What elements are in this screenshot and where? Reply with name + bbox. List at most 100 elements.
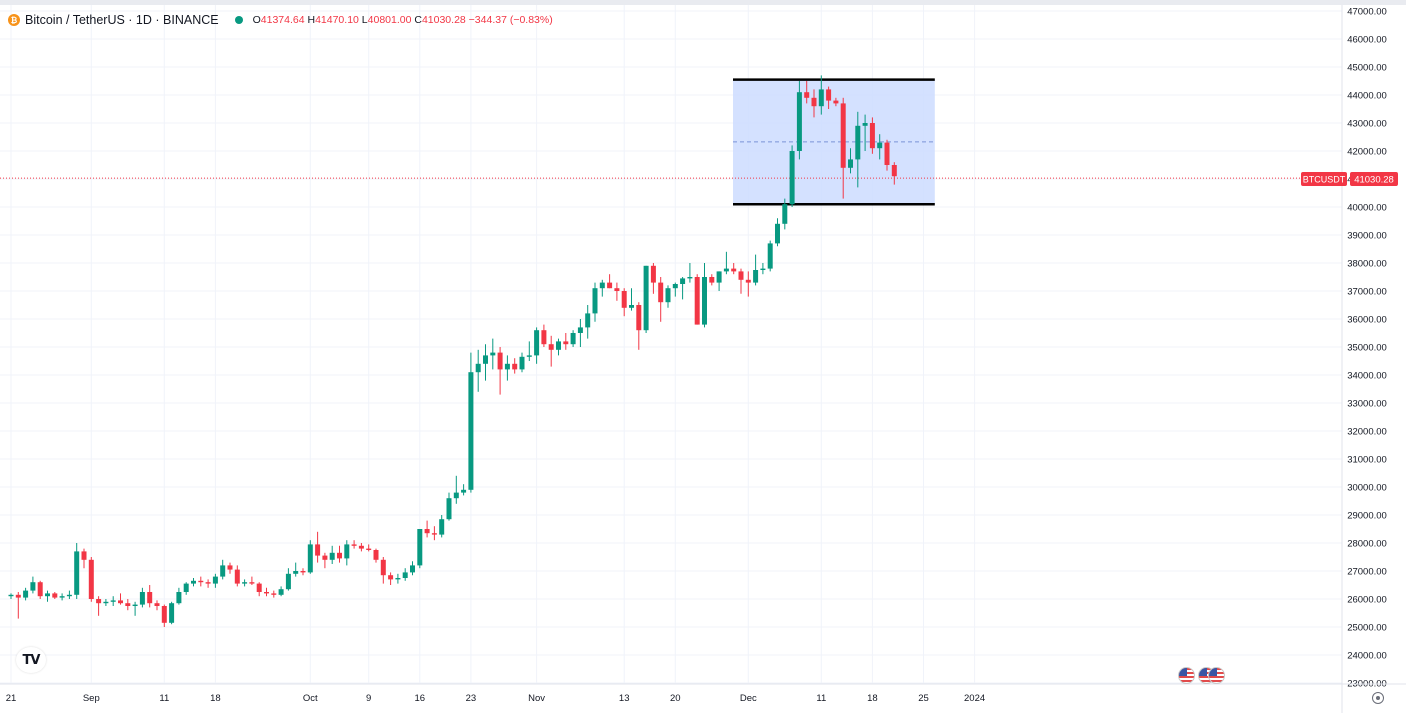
candle-body: [52, 593, 58, 598]
price-tick-label: 30000.00: [1347, 483, 1387, 494]
price-tick-label: 35000.00: [1347, 343, 1387, 354]
candle-body: [220, 565, 226, 577]
candle: [483, 344, 488, 381]
candle-body: [483, 355, 488, 364]
high-value: 41470.10: [315, 14, 359, 26]
ohlc-values: O41374.64 H41470.10 L40801.00 C41030.28 …: [253, 14, 553, 26]
candle: [358, 543, 364, 552]
tradingview-logo-icon[interactable]: TV: [16, 647, 46, 673]
candle-body: [745, 279, 751, 283]
candle: [694, 274, 700, 325]
candle-body: [855, 125, 861, 160]
candle-body: [599, 282, 605, 289]
candle: [15, 592, 21, 619]
time-tick-label: 16: [415, 693, 426, 704]
candle: [431, 526, 437, 541]
candle: [775, 218, 780, 247]
price-axis[interactable]: 23000.0024000.0025000.0026000.0027000.00…: [1341, 5, 1387, 713]
candle-body: [300, 571, 306, 573]
price-tick-label: 40000.00: [1347, 203, 1387, 214]
candle-body: [402, 572, 408, 578]
candle: [738, 268, 744, 294]
candle: [132, 601, 138, 616]
candle-body: [388, 575, 394, 580]
candle: [658, 277, 664, 322]
candle: [264, 587, 269, 597]
us-flag-icon[interactable]: [1208, 667, 1225, 684]
candle-body: [234, 569, 240, 584]
candle: [351, 540, 357, 549]
candle: [125, 599, 131, 611]
candle-body: [694, 277, 700, 325]
candle-body: [410, 565, 415, 573]
candle: [782, 198, 788, 230]
time-tick-label: 9: [366, 693, 371, 704]
candle: [570, 330, 576, 347]
candle-body: [767, 243, 773, 269]
time-tick-label: 25: [918, 693, 929, 704]
candle: [636, 302, 642, 350]
candle-body: [461, 489, 467, 493]
time-tick-label: 2024: [964, 693, 985, 704]
candle: [45, 590, 50, 602]
candle: [556, 338, 561, 356]
time-tick-label: Oct: [303, 693, 318, 704]
candle: [877, 134, 883, 160]
candle-body: [417, 529, 423, 566]
candle: [278, 586, 284, 597]
candle: [307, 540, 313, 574]
candle-body: [796, 92, 802, 151]
candle: [592, 282, 598, 322]
candle: [453, 475, 459, 504]
price-tick-label: 33000.00: [1347, 399, 1387, 410]
candle-body: [519, 356, 525, 370]
candle: [650, 263, 656, 294]
candle: [884, 139, 890, 171]
candle: [468, 352, 474, 493]
time-tick-label: 18: [210, 693, 221, 704]
candle-body: [358, 545, 364, 549]
low-label: L: [361, 14, 368, 26]
candle: [796, 81, 802, 160]
candle-body: [293, 571, 299, 574]
candle: [753, 254, 759, 286]
candle-body: [66, 594, 72, 597]
candle-body: [826, 89, 832, 101]
us-flag-icon[interactable]: [1178, 667, 1195, 684]
rectangle-drawing[interactable]: [733, 78, 935, 206]
price-tag-symbol: BTCUSDT: [1303, 175, 1346, 185]
candle-body: [738, 271, 744, 280]
close-value: 41030.28: [421, 14, 466, 26]
price-tick-label: 32000.00: [1347, 427, 1387, 438]
candle-body: [869, 123, 875, 149]
time-axis[interactable]: 21 Sep 11 18 Oct 9 16 23 Nov 13 20 Dec 11 18 25 2024: [0, 683, 1406, 704]
candle-body: [556, 341, 561, 350]
candle: [891, 162, 897, 185]
candle-body: [271, 593, 277, 595]
candle-body: [592, 288, 598, 314]
candle: [191, 578, 196, 587]
candle: [818, 75, 824, 115]
candle: [161, 604, 167, 627]
candle: [242, 579, 248, 587]
symbol-title[interactable]: Bitcoin / TetherUS · 1D · BINANCE: [25, 13, 219, 27]
candle-body: [278, 589, 284, 595]
candle-body: [804, 92, 810, 98]
candle: [585, 305, 591, 339]
candle-body: [446, 498, 452, 520]
high-label: H: [307, 14, 316, 26]
candle-body: [431, 533, 437, 535]
time-tick-label: Sep: [83, 693, 100, 704]
price-tick-label: 47000.00: [1347, 7, 1387, 18]
price-tick-label: 46000.00: [1347, 35, 1387, 46]
candle-body: [636, 305, 642, 331]
candle: [110, 596, 116, 606]
candle: [811, 89, 817, 118]
candle-body: [723, 268, 729, 272]
candle-body: [30, 582, 36, 591]
gear-icon[interactable]: [1372, 692, 1384, 704]
candle: [869, 117, 875, 154]
candle: [373, 548, 379, 563]
candle: [745, 271, 751, 297]
